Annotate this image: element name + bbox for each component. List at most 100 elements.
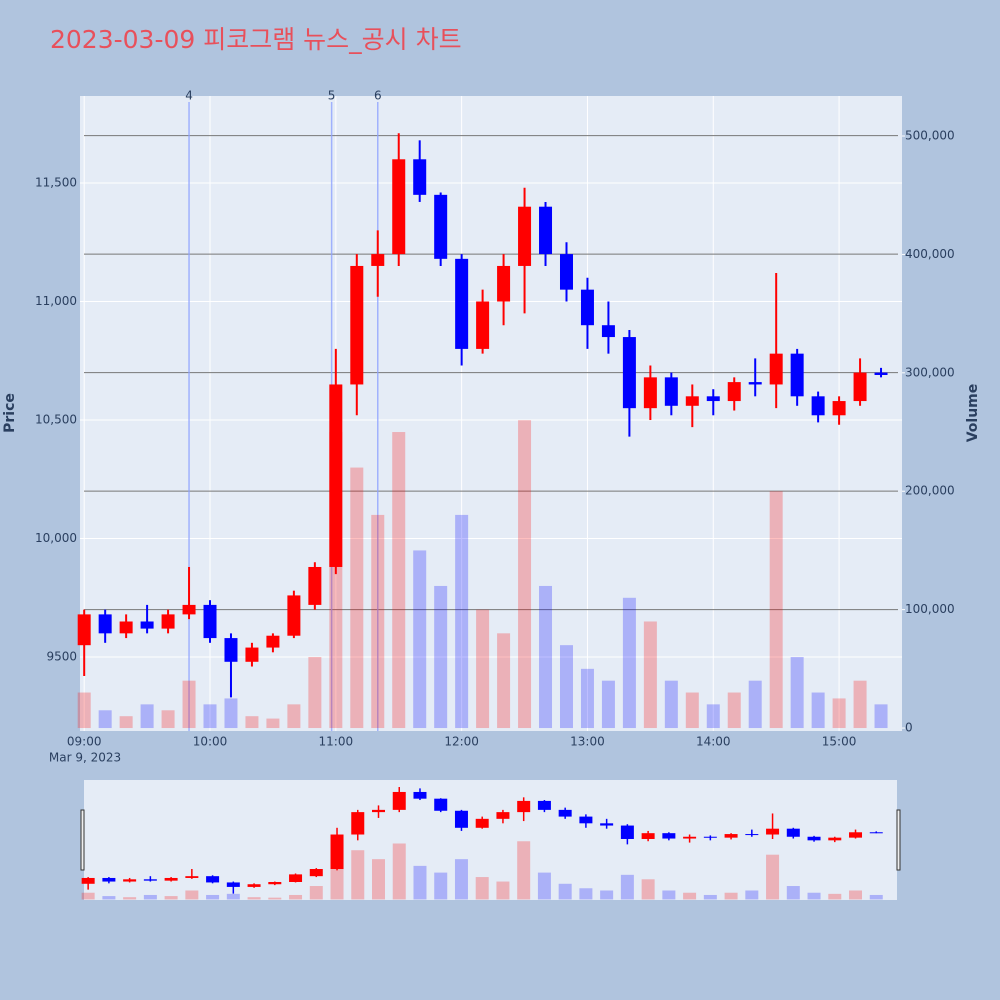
mini-candle-body	[206, 876, 220, 883]
candle-body	[140, 621, 154, 629]
candle-body	[266, 635, 280, 648]
mini-candle-body	[330, 834, 344, 870]
x-tick-label: 14:00	[696, 735, 731, 749]
mini-candle-body	[372, 809, 386, 813]
slider-handle[interactable]	[896, 809, 901, 871]
mini-candle-body	[289, 874, 303, 882]
slider-handle[interactable]	[80, 809, 85, 871]
mini-volume-bar	[454, 859, 468, 900]
mini-volume-bar	[496, 881, 510, 900]
mini-candle-body	[413, 791, 427, 799]
x-tick-label: 11:00	[319, 735, 354, 749]
candle-body	[350, 265, 364, 385]
candle-body	[832, 401, 846, 416]
volume-bar	[434, 585, 448, 729]
candle-body	[748, 382, 762, 385]
volume-bar	[308, 656, 322, 729]
mini-candle-body	[620, 825, 634, 839]
y2-tick-label: 200,000	[905, 484, 955, 498]
mini-candle-body	[662, 833, 676, 839]
mini-volume-bar	[351, 850, 365, 900]
candle-body	[329, 384, 343, 567]
volume-bar	[497, 633, 511, 729]
mini-volume-bar	[849, 890, 863, 900]
range-slider[interactable]	[84, 780, 897, 900]
mini-volume-bar	[703, 894, 717, 900]
mini-volume-bar	[164, 896, 178, 900]
candle-body	[727, 382, 741, 402]
mini-volume-bar	[143, 894, 157, 900]
candle-body	[811, 396, 825, 416]
mini-candle-body	[517, 800, 531, 813]
mini-volume-bar	[683, 892, 697, 900]
volume-bar	[350, 467, 364, 729]
mini-candle-body	[869, 832, 883, 834]
mini-volume-bar	[745, 890, 759, 900]
mini-volume-bar	[226, 893, 240, 900]
volume-bar	[539, 585, 553, 729]
mini-volume-bar	[807, 892, 821, 900]
volume-bar	[664, 680, 678, 729]
volume-bar	[622, 597, 636, 729]
candle-body	[182, 604, 196, 615]
mini-candle-body	[102, 877, 116, 882]
y2-tick-label: 100,000	[905, 602, 955, 616]
mini-candle-body	[81, 877, 95, 884]
candle-body	[622, 337, 636, 409]
mini-candle-body	[683, 836, 697, 839]
mini-volume-bar	[102, 896, 116, 900]
candle-body	[245, 647, 259, 662]
volume-bar	[371, 514, 385, 729]
candle-body	[119, 621, 133, 634]
candle-body	[580, 289, 594, 326]
candle-body	[287, 595, 301, 636]
mini-volume-bar	[123, 897, 137, 900]
volume-bar	[266, 718, 280, 729]
mini-volume-bar	[600, 890, 614, 900]
volume-bar	[140, 704, 154, 729]
candle-body	[371, 254, 385, 266]
y2-tick-label: 0	[905, 721, 913, 735]
candle-body	[518, 206, 532, 266]
mini-volume-bar	[558, 883, 572, 900]
mini-candle-body	[496, 812, 510, 819]
mini-candle-body	[828, 837, 842, 841]
candle-body	[706, 396, 720, 402]
mini-candle-body	[185, 876, 199, 878]
candle-body	[643, 377, 657, 409]
candle-body	[601, 325, 615, 338]
mini-volume-bar	[185, 890, 199, 900]
x-tick-label: 12:00	[444, 735, 479, 749]
volume-bar	[769, 491, 783, 729]
mini-volume-bar	[537, 872, 551, 900]
candle-body	[790, 353, 804, 397]
mini-candle-body	[143, 879, 157, 881]
volume-bar	[706, 704, 720, 729]
y2-axis-title: Volume	[965, 384, 981, 443]
volume-bar	[245, 716, 259, 729]
volume-bar	[413, 550, 427, 729]
mini-candle-body	[123, 879, 137, 882]
annotation-label: 6	[374, 89, 382, 103]
y-tick-label: 11,000	[35, 294, 77, 308]
mini-volume-bar	[247, 897, 261, 900]
plot-area	[80, 96, 902, 731]
mini-volume-bar	[766, 854, 780, 900]
mini-volume-bar	[828, 893, 842, 900]
y-tick-label: 11,500	[35, 175, 77, 189]
volume-bar	[203, 704, 217, 729]
mini-candle-body	[164, 877, 178, 881]
mini-volume-bar	[289, 894, 303, 900]
mini-candle-body	[351, 812, 365, 835]
volume-bar	[643, 621, 657, 729]
candle-body	[392, 159, 406, 255]
mini-candle-body	[786, 828, 800, 837]
mini-candle-body	[537, 800, 551, 810]
y-tick-label: 9500	[46, 650, 77, 664]
mini-volume-bar	[620, 874, 634, 900]
mini-candle-body	[558, 809, 572, 817]
mini-volume-bar	[517, 841, 531, 900]
y-axis-title: Price	[2, 393, 18, 433]
volume-bar	[287, 704, 301, 729]
